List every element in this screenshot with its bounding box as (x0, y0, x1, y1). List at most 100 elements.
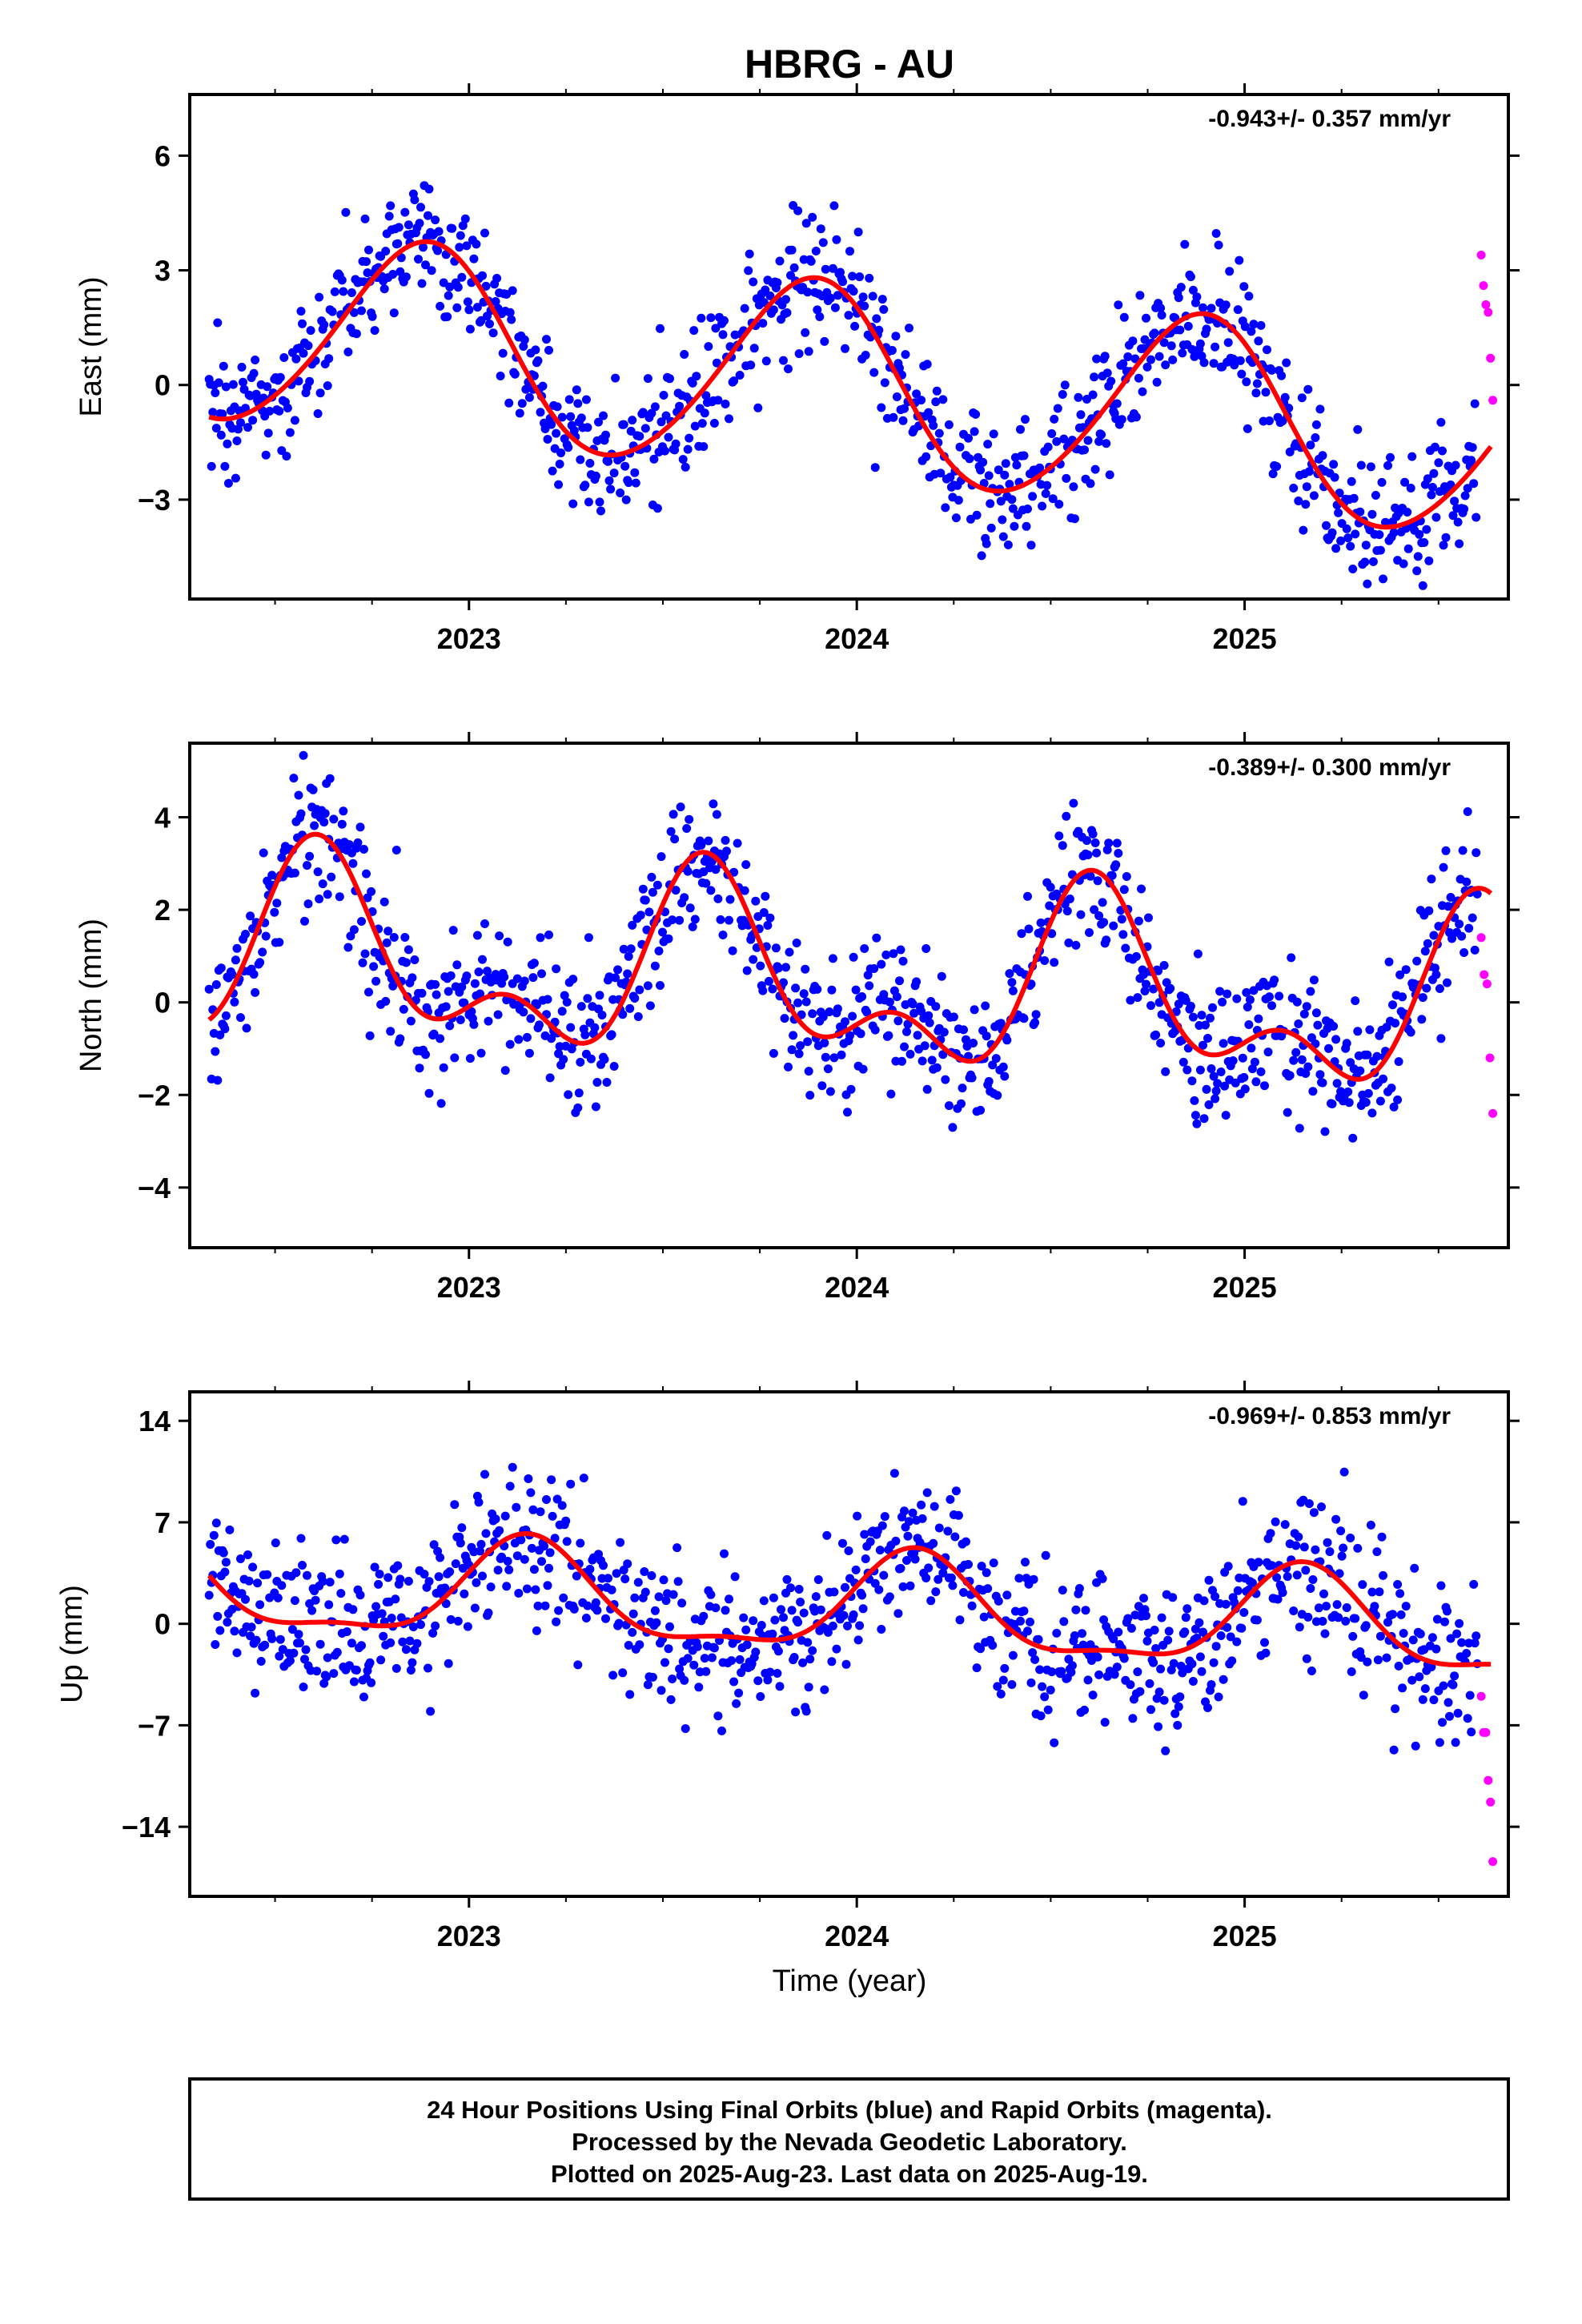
final-orbit-point (277, 853, 287, 862)
final-orbit-point (295, 1638, 304, 1648)
final-orbit-point (611, 973, 620, 983)
final-orbit-point (467, 1007, 476, 1016)
final-orbit-point (1377, 477, 1387, 487)
final-orbit-point (742, 966, 752, 975)
final-orbit-point (735, 1655, 745, 1664)
final-orbit-point (460, 214, 470, 223)
final-orbit-point (628, 1609, 638, 1618)
final-orbit-point (1361, 1098, 1371, 1107)
final-orbit-point (1455, 919, 1464, 929)
final-orbit-point (543, 435, 552, 444)
final-orbit-point (681, 462, 690, 472)
final-orbit-point (797, 1010, 806, 1019)
final-orbit-point (436, 1553, 445, 1562)
final-orbit-point (272, 899, 282, 908)
final-orbit-point (1302, 1654, 1311, 1663)
final-orbit-point (569, 1604, 579, 1614)
final-orbit-point (946, 1494, 955, 1504)
final-orbit-point (822, 1530, 832, 1540)
final-orbit-point (259, 848, 268, 858)
final-orbit-point (851, 985, 861, 995)
final-orbit-point (1046, 883, 1055, 892)
final-orbit-point (656, 324, 665, 333)
final-orbit-point (209, 1530, 219, 1540)
final-orbit-point (1410, 1563, 1419, 1573)
final-orbit-point (721, 1606, 730, 1615)
final-orbit-point (675, 401, 685, 411)
final-orbit-point (823, 1627, 833, 1637)
final-orbit-point (1114, 1627, 1123, 1637)
final-orbit-point (1156, 1039, 1166, 1047)
final-orbit-point (937, 971, 946, 981)
final-orbit-point (1331, 1035, 1341, 1044)
final-orbit-point (1368, 557, 1378, 566)
final-orbit-point (1356, 460, 1366, 470)
final-orbit-point (581, 395, 591, 404)
final-orbit-point (531, 1585, 540, 1594)
final-orbit-point (1329, 1022, 1339, 1031)
final-orbit-point (823, 1064, 833, 1074)
final-orbit-point (431, 215, 440, 225)
final-orbit-point (339, 1534, 349, 1544)
final-orbit-point (816, 1605, 825, 1614)
final-orbit-point (1363, 1088, 1373, 1098)
final-orbit-point (1069, 798, 1078, 808)
final-orbit-point (680, 893, 689, 903)
final-orbit-point (1029, 1574, 1038, 1584)
final-orbit-point (1211, 342, 1220, 352)
final-orbit-point (398, 1637, 408, 1647)
final-orbit-point (231, 955, 240, 965)
final-orbit-point (379, 1631, 388, 1641)
final-orbit-point (404, 945, 413, 955)
final-orbit-point (561, 1516, 571, 1526)
final-orbit-point (643, 981, 652, 991)
final-orbit-point (976, 465, 986, 475)
final-orbit-point (1043, 1705, 1053, 1715)
final-orbit-point (285, 428, 295, 437)
final-orbit-point (704, 342, 713, 352)
final-orbit-point (650, 1606, 660, 1615)
final-orbit-point (557, 1007, 567, 1016)
final-orbit-point (1186, 272, 1195, 282)
final-orbit-point (1430, 442, 1439, 452)
final-orbit-point (1398, 1683, 1407, 1693)
final-orbit-point (444, 291, 453, 300)
final-orbit-point (1329, 460, 1339, 469)
final-orbit-point (1080, 1705, 1089, 1715)
final-orbit-point (596, 506, 605, 516)
final-orbit-point (1175, 325, 1185, 335)
final-orbit-point (412, 1638, 422, 1648)
final-orbit-point (416, 203, 425, 212)
final-orbit-point (246, 911, 255, 921)
final-orbit-point (417, 988, 427, 998)
final-orbit-point (1088, 1691, 1098, 1700)
final-orbit-point (677, 1598, 687, 1608)
final-orbit-point (1140, 335, 1150, 344)
footer-line-orbits: 24 Hour Positions Using Final Orbits (bl… (427, 2096, 1272, 2124)
final-orbit-point (1019, 451, 1029, 460)
final-orbit-point (396, 1574, 405, 1584)
final-orbit-point (675, 915, 685, 925)
final-orbit-point (689, 326, 699, 336)
final-orbit-point (453, 283, 463, 292)
final-orbit-point (770, 1615, 780, 1625)
final-orbit-point (917, 396, 926, 405)
final-orbit-point (862, 1007, 872, 1017)
final-orbit-point (1343, 533, 1353, 543)
final-orbit-point (1332, 1600, 1342, 1610)
final-orbit-point (491, 1514, 500, 1524)
final-orbit-point (1197, 1667, 1207, 1676)
final-orbit-point (658, 927, 667, 937)
final-orbit-point (514, 1589, 524, 1598)
final-orbit-point (793, 206, 803, 215)
final-orbit-point (296, 1534, 306, 1543)
model-fit-curve (207, 831, 1492, 1082)
final-orbit-point (1076, 910, 1086, 919)
final-orbit-point (757, 1621, 766, 1630)
final-orbit-point (370, 326, 379, 336)
final-orbit-point (874, 1585, 884, 1594)
final-orbit-point (1090, 838, 1100, 847)
final-orbit-point (1366, 462, 1375, 472)
final-orbit-point (625, 1003, 635, 1013)
final-orbit-point (1142, 979, 1150, 989)
